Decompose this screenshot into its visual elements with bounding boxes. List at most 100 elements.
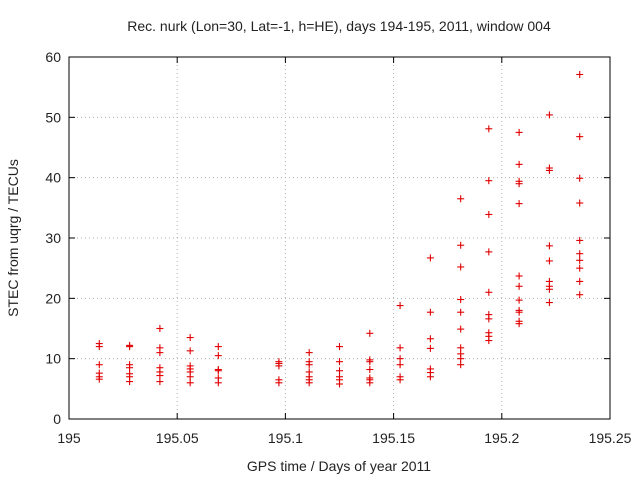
data-point [457,296,465,304]
data-point [485,337,493,345]
data-point [126,343,134,351]
data-point [457,344,465,352]
y-tick-label: 20 [45,290,61,306]
data-point [545,285,553,293]
data-point [515,282,523,290]
data-point [214,352,222,360]
x-tick-label: 195.15 [372,430,415,446]
data-point [576,291,584,299]
data-point [336,367,343,375]
x-tick-label: 195 [57,430,81,446]
data-point [485,288,493,296]
data-point [457,195,465,203]
data-point [576,250,584,258]
data-point [156,378,164,386]
data-point [545,257,553,265]
data-point [186,379,194,387]
data-point [396,355,404,363]
data-point [366,358,374,366]
data-point [545,242,553,250]
data-points [95,70,584,388]
data-point [545,111,553,119]
data-point [186,373,194,381]
data-point [576,199,584,207]
data-point [366,366,374,374]
data-point [426,344,434,352]
data-point [576,277,584,285]
data-point [485,210,493,218]
data-point [396,344,404,352]
data-point [576,236,584,244]
data-point [396,361,404,369]
data-point [305,379,313,387]
data-point [576,256,584,264]
data-point [156,349,164,357]
y-tick-label: 10 [45,351,61,367]
data-point [515,180,523,188]
data-point [485,315,493,323]
data-point [515,160,523,168]
data-point [515,308,523,316]
x-tick-label: 195.05 [156,430,199,446]
data-point [95,361,103,369]
x-tick-label: 195.1 [268,430,303,446]
data-point [186,334,194,342]
data-point [515,272,523,280]
chart-title: Rec. nurk (Lon=30, Lat=-1, h=HE), days 1… [127,18,551,34]
data-point [485,125,493,133]
data-point [426,254,434,262]
x-tick-label: 195.2 [484,430,519,446]
plot-frame [68,56,611,420]
data-point [126,378,134,386]
data-point [156,372,164,380]
data-point [485,177,493,185]
data-point [426,308,434,316]
x-tick-label: 195.25 [589,430,632,446]
data-point [336,380,343,388]
data-point [426,373,434,381]
data-point [366,379,374,387]
data-point [186,347,194,355]
y-tick-labels: 0 10 20 30 40 50 60 [45,49,61,427]
x-axis-label: GPS time / Days of year 2011 [247,458,431,474]
data-point [275,379,283,387]
data-point [576,133,584,141]
y-tick-label: 50 [45,109,61,125]
data-point [457,308,465,316]
x-tick-labels: 195 195.05 195.1 195.15 195.2 195.25 [57,430,631,446]
data-point [515,128,523,136]
y-tick-label: 30 [45,230,61,246]
data-point [457,355,465,363]
data-point [515,200,523,208]
data-point [485,248,493,256]
data-point [214,379,222,387]
data-point [515,296,523,304]
data-point [336,358,343,366]
data-point [396,376,404,384]
y-tick-label: 0 [53,411,61,427]
data-point [396,302,404,310]
data-point [576,174,584,182]
gridlines [69,57,610,419]
data-point [366,329,374,337]
data-point [95,343,103,351]
data-point [515,320,523,328]
data-point [305,349,313,357]
data-point [305,361,313,369]
data-point [336,343,343,351]
data-point [126,364,134,372]
data-point [95,375,103,383]
data-point [457,241,465,249]
y-tick-label: 60 [45,49,61,65]
data-point [545,299,553,307]
data-point [457,263,465,271]
data-point [576,264,584,272]
data-point [214,367,222,375]
data-point [275,362,283,370]
data-point [457,325,465,333]
data-point [545,166,553,174]
data-point [576,70,584,78]
data-point [214,343,222,351]
y-axis-label: STEC from uqrg / TECUs [5,159,21,317]
